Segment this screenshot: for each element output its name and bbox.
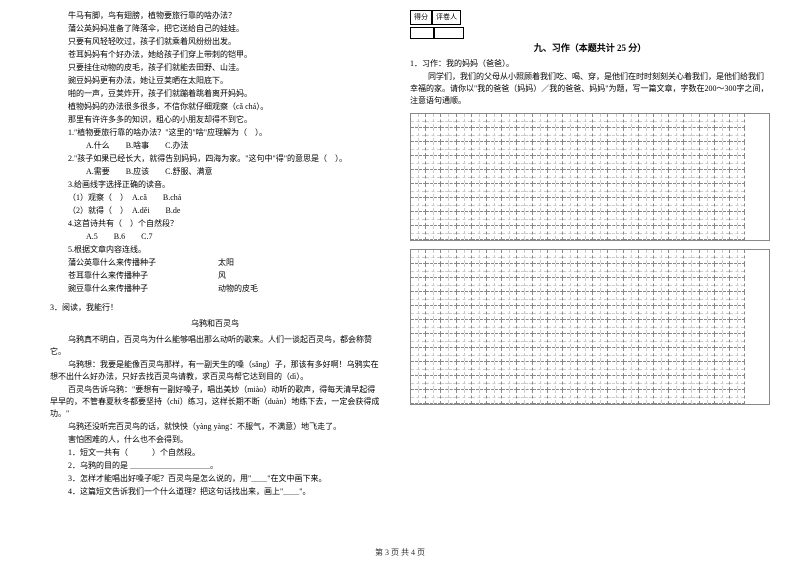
grader-label: 评卷人 <box>432 10 461 25</box>
reading-p3: 百灵鸟告诉乌鸦："要想有一副好嗓子，唱出美妙（miào）动听的歌声，得每天清早起… <box>50 384 380 420</box>
poem-line: 植物妈妈的办法很多很多，不信你就仔细观察（cǎ chá）。 <box>50 101 380 113</box>
writing-grid-2[interactable] <box>410 249 770 405</box>
q3: 3.给画线字选择正确的读音。 <box>50 179 380 191</box>
page: 牛马有脚，鸟有翅膀，植物要旅行靠的啥办法？ 蒲公英妈妈准备了降落伞，把它送给自己… <box>0 0 800 565</box>
q1: 1."植物要旅行靠的啥办法？"这里的"啥"应理解为（ ）。 <box>50 127 380 139</box>
poem-line: 蒲公英妈妈准备了降落伞，把它送给自己的娃娃。 <box>50 23 380 35</box>
reading-p4: 乌鸦还没听完百灵鸟的话，就怏怏（yàng yàng：不服气，不满意）地飞走了。 <box>50 421 380 433</box>
grader-blank[interactable] <box>434 27 464 39</box>
writing-prompt-heading: 1．习作：我的妈妈（爸爸）。 <box>410 58 770 70</box>
rq3: 3．怎样才能唱出好嗓子呢？百灵鸟是怎么说的，用"＿＿"在文中画下来。 <box>50 473 380 485</box>
reading-p5: 害怕困难的人，什么也不会得到。 <box>50 434 380 446</box>
score-box-blank <box>410 27 770 39</box>
poem-line: 啪的一声，豆荚炸开，孩子们就蹦着跳着离开妈妈。 <box>50 88 380 100</box>
q1-options: A.什么 B.啥事 C.办法 <box>50 140 380 152</box>
score-blank[interactable] <box>410 27 434 39</box>
poem-line: 只要有风轻轻吹过，孩子们就乘着风纷纷出发。 <box>50 36 380 48</box>
poem-line: 牛马有脚，鸟有翅膀，植物要旅行靠的啥办法？ <box>50 10 380 22</box>
rq2: 2．乌鸦的目的是 ＿＿＿＿＿＿＿＿＿＿。 <box>50 460 380 472</box>
q3a: （1）观察（ ） A.cǎ B.chá <box>50 192 380 204</box>
q5-row: 蒲公英靠什么来传播种子 太阳 <box>50 257 380 269</box>
q4: 4.这首诗共有（ ）个自然段？ <box>50 218 380 230</box>
poem-line: 那里有许许多多的知识，粗心的小朋友却得不到它。 <box>50 114 380 126</box>
score-label: 得分 <box>410 10 432 25</box>
q4-options: A.5 B.6 C.7 <box>50 231 380 243</box>
poem-line: 只要挂住动物的皮毛，孩子们就能去田野、山洼。 <box>50 62 380 74</box>
poem-line: 豌豆妈妈更有办法，她让豆荚晒在太阳底下。 <box>50 75 380 87</box>
rq4: 4．这篇短文告诉我们一个什么道理？把这句话找出来，画上"＿＿"。 <box>50 486 380 498</box>
q5a-left: 蒲公英靠什么来传播种子 <box>68 257 218 269</box>
page-footer: 第 3 页 共 4 页 <box>0 547 800 559</box>
q5c-left: 豌豆靠什么来传播种子 <box>68 283 218 295</box>
section-title: 九、习作（本题共计 25 分） <box>410 42 770 56</box>
writing-grid-area <box>410 113 770 405</box>
q2-options: A.需要 B.应该 C.舒服、满意 <box>50 166 380 178</box>
q5c-right: 动物的皮毛 <box>218 283 258 295</box>
reading-title: 乌鸦和百灵鸟 <box>50 318 380 330</box>
q5b-left: 苍耳靠什么来传播种子 <box>68 270 218 282</box>
q2: 2."孩子如果已经长大，就得告别妈妈，四海为家。"这句中"得"的意思是（ ）。 <box>50 153 380 165</box>
q3b: （2）就得（ ） A.děi B.de <box>50 205 380 217</box>
reading-p2: 乌鸦想：我要是能像百灵鸟那样，有一副天生的嗓（sǎng）子，那该有多好啊！乌鸦实… <box>50 359 380 383</box>
writing-grid-1[interactable] <box>410 113 770 241</box>
reading-heading: 3．阅读，我能行！ <box>50 302 380 314</box>
rq1: 1．短文一共有（ ）个自然段。 <box>50 447 380 459</box>
q5b-right: 风 <box>218 270 226 282</box>
score-box: 得分 评卷人 <box>410 10 770 25</box>
q5a-right: 太阳 <box>218 257 234 269</box>
q5: 5.根据文章内容连线。 <box>50 244 380 256</box>
right-column: 得分 评卷人 九、习作（本题共计 25 分） 1．习作：我的妈妈（爸爸）。 同学… <box>400 0 800 565</box>
poem-line: 苍耳妈妈有个好办法，她给孩子们穿上带刺的铠甲。 <box>50 49 380 61</box>
q5-row: 苍耳靠什么来传播种子 风 <box>50 270 380 282</box>
q5-row: 豌豆靠什么来传播种子 动物的皮毛 <box>50 283 380 295</box>
left-column: 牛马有脚，鸟有翅膀，植物要旅行靠的啥办法？ 蒲公英妈妈准备了降落伞，把它送给自己… <box>0 0 400 565</box>
writing-prompt-body: 同学们，我们的父母从小照顾着我们吃、喝、穿，是他们在时时刻刻关心着我们，是他们给… <box>410 71 770 107</box>
reading-p1: 乌鸦真不明白，百灵鸟为什么能够唱出那么动听的歌来。人们一谈起百灵鸟，都会称赞它。 <box>50 334 380 358</box>
